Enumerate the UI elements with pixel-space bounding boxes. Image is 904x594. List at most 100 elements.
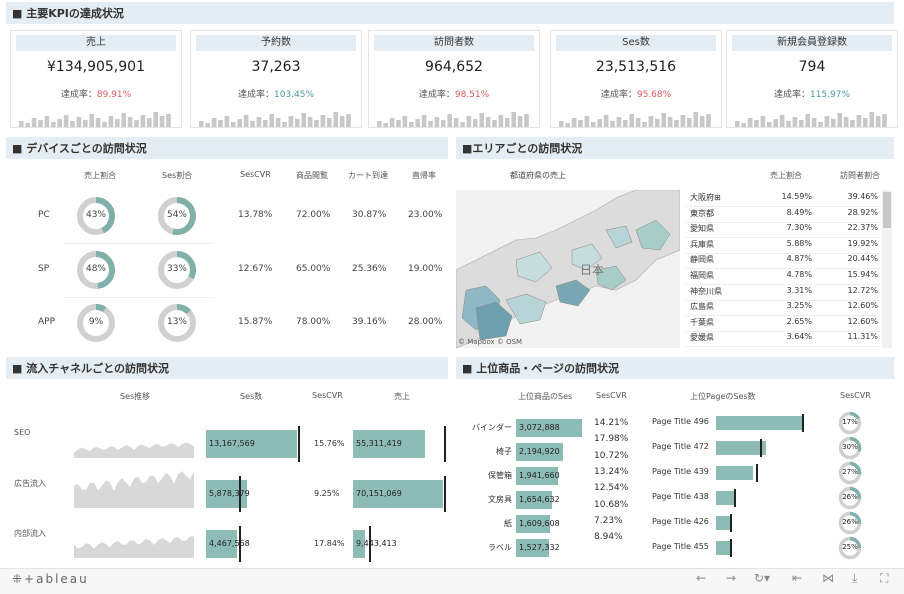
page-target-line [760, 439, 762, 457]
fullscreen-icon[interactable]: ⛶ [880, 571, 889, 585]
kpi-spark-bar [301, 113, 306, 127]
product-ses-bar[interactable] [516, 443, 563, 461]
kpi-spark-bar [421, 115, 427, 127]
revert-all-icon[interactable]: ⇤ [792, 571, 803, 585]
ses-share-donut[interactable] [155, 194, 199, 238]
kpi-card[interactable]: 新規会員登録数 794 達成率：115.97% [726, 30, 898, 128]
sales-target-line [369, 526, 371, 562]
product-ses-value: 3,072,888 [519, 423, 560, 432]
pref-name[interactable]: 福岡県 [690, 271, 714, 280]
ses-share-donut[interactable] [155, 248, 199, 292]
kpi-card[interactable]: Ses数 23,513,516 達成率：95.68% [550, 30, 722, 128]
share-icon[interactable]: ⋈ [822, 571, 834, 585]
pref-name[interactable]: 愛知県 [690, 224, 714, 234]
area-scrollbar[interactable] [882, 190, 892, 348]
ses-trend-area[interactable] [74, 418, 194, 458]
kpi-spark-bar [667, 117, 673, 127]
kpi-spark-bar [655, 119, 660, 127]
pref-name[interactable]: 東京都 [690, 208, 714, 218]
sales-target-line [444, 426, 446, 462]
page-cvr-donut[interactable] [837, 460, 863, 486]
kpi-spark-bar [243, 115, 249, 127]
kpi-spark-bar [434, 117, 440, 127]
device-view: 65.00% [296, 264, 331, 274]
japan-map[interactable]: 日本 © Mapbox © OSM [456, 190, 680, 348]
kpi-card[interactable]: 売上 ¥134,905,901 達成率：89.91% [10, 30, 182, 128]
pref-name[interactable]: 大阪府⊞ [690, 193, 721, 202]
page-cvr-donut[interactable] [837, 510, 863, 536]
sales-bar[interactable] [353, 530, 365, 558]
map-country-label: 日本 [580, 263, 604, 277]
ses-trend-area[interactable] [74, 518, 194, 558]
product-ses-value: 1,609,608 [519, 519, 560, 528]
page-name: Page Title 439 [652, 467, 709, 476]
page-ses-bar[interactable] [716, 491, 735, 505]
pref-name[interactable]: 神奈川県 [690, 286, 722, 296]
product-ses-bar[interactable] [516, 539, 549, 557]
pref-visit: 11.31% [847, 332, 878, 342]
sales-bar[interactable] [353, 480, 443, 508]
page-cvr-donut[interactable] [837, 435, 863, 461]
product-ses-bar[interactable] [516, 419, 582, 437]
page-target-line [730, 514, 732, 532]
device-view: 72.00% [296, 210, 331, 220]
channel-cvr: 9.25% [314, 489, 340, 498]
kpi-rate: 達成率：95.68% [551, 87, 721, 100]
product-cvr: 8.94% [594, 532, 623, 543]
product-cvr: 7.23% [594, 515, 623, 526]
sales-share-donut[interactable] [74, 301, 118, 345]
area-scrollbar-thumb[interactable] [883, 192, 891, 228]
pref-name[interactable]: 愛媛県 [690, 333, 714, 343]
footer-bar [0, 568, 904, 594]
kpi-spark-bar [824, 116, 830, 127]
download-icon[interactable]: ⤓ [852, 571, 858, 585]
product-ses-bar[interactable] [516, 491, 552, 509]
ses-share-donut[interactable] [155, 301, 199, 345]
page-ses-bar[interactable] [716, 516, 733, 530]
kpi-spark-bar [263, 120, 268, 127]
pref-name[interactable]: 静岡県 [690, 255, 714, 265]
device-col-header: カート到達 [348, 171, 388, 180]
kpi-spark-bar [199, 121, 204, 127]
page-ses-bar[interactable] [716, 466, 753, 480]
ses-bar[interactable] [206, 430, 298, 458]
kpi-value: 794 [798, 59, 826, 75]
kpi-spark-bar [102, 122, 107, 127]
page-cvr-donut[interactable] [837, 410, 863, 436]
kpi-spark-bar [327, 118, 332, 127]
kpi-spark-bar [140, 115, 146, 127]
kpi-card[interactable]: 予約数 37,263 達成率：103.45% [190, 30, 362, 128]
page-cvr-donut[interactable] [837, 485, 863, 511]
undo-icon[interactable]: ← [696, 571, 707, 585]
pref-name[interactable]: 広島県 [690, 302, 714, 312]
sales-share-donut[interactable] [74, 248, 118, 292]
kpi-spark-bar [275, 118, 281, 127]
product-ses-bar[interactable] [516, 515, 551, 533]
kpi-card[interactable]: 訪問者数 964,652 達成率：98.51% [368, 30, 540, 128]
kpi-spark-bar [447, 114, 452, 127]
pref-name[interactable]: 千葉県 [690, 317, 714, 327]
kpi-rate-label: 達成率： [418, 90, 455, 100]
page-ses-bar[interactable] [716, 541, 730, 555]
page-ses-bar[interactable] [716, 441, 766, 455]
page-ses-bar[interactable] [716, 416, 802, 430]
kpi-spark-bar [591, 122, 596, 127]
ses-trend-area[interactable] [74, 468, 194, 508]
pref-sales: 3.31% [786, 285, 812, 295]
kpi-spark-bar [256, 117, 262, 127]
redo-icon[interactable]: → [726, 571, 737, 585]
kpi-spark-bar [811, 118, 817, 127]
product-cvr: 12.54% [594, 483, 629, 494]
kpi-value: 37,263 [251, 59, 301, 75]
revert-icon[interactable]: ↻▾ [754, 571, 771, 585]
ses-bar[interactable] [206, 530, 238, 558]
kpi-spark-bar [147, 118, 152, 127]
sales-share-donut[interactable] [74, 194, 118, 238]
page-cvr-donut[interactable] [837, 535, 863, 561]
product-ses-bar[interactable] [516, 467, 558, 485]
kpi-spark-bar [402, 116, 408, 127]
sales-bar[interactable] [353, 430, 425, 458]
kpi-spark-bar [767, 122, 772, 127]
pref-name[interactable]: 兵庫県 [690, 239, 714, 249]
donut-fill [77, 251, 115, 289]
